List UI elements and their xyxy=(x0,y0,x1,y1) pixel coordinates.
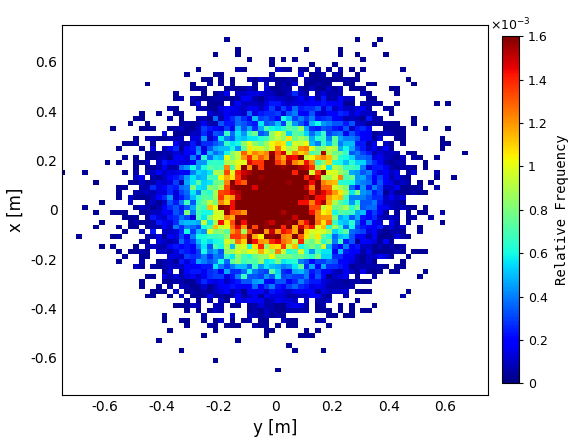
Title: $\times10^{-3}$: $\times10^{-3}$ xyxy=(490,17,530,34)
Y-axis label: Relative Frequency: Relative Frequency xyxy=(555,135,569,285)
X-axis label: y [m]: y [m] xyxy=(253,419,297,437)
Y-axis label: x [m]: x [m] xyxy=(7,187,25,232)
